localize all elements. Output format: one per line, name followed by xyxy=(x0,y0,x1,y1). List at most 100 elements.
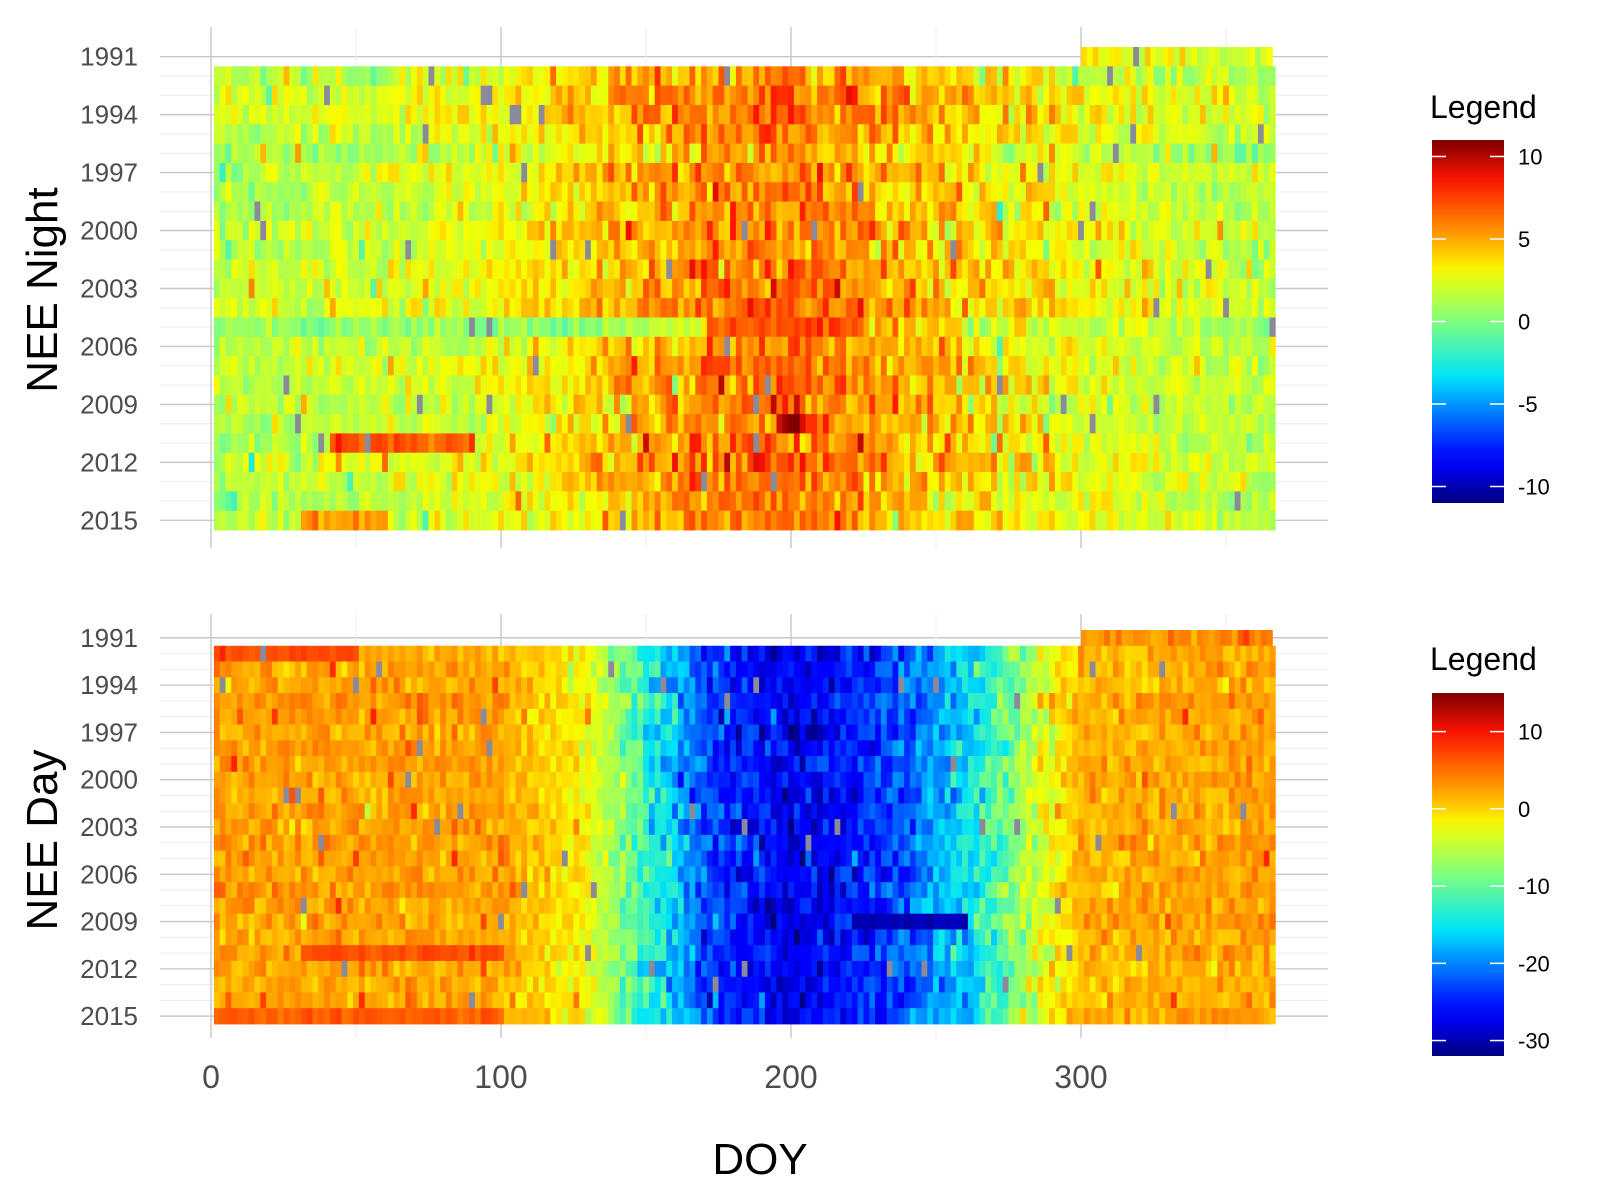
heat-cell xyxy=(527,433,534,454)
heat-cell xyxy=(1153,162,1160,183)
heat-cell xyxy=(324,414,331,434)
heat-cell xyxy=(213,510,221,531)
heat-cell xyxy=(991,220,998,241)
heat-cell xyxy=(231,677,238,694)
heat-cell xyxy=(271,124,279,144)
heat-cell xyxy=(979,85,986,106)
heat-cell xyxy=(1020,124,1027,144)
heat-cell xyxy=(358,336,366,357)
heat-cell xyxy=(660,510,667,531)
heat-cell xyxy=(295,645,302,662)
heat-cell xyxy=(701,472,708,492)
heat-cell xyxy=(776,394,783,415)
heat-cell xyxy=(1252,510,1259,531)
heat-cell xyxy=(295,356,302,376)
heat-cell xyxy=(1020,162,1027,183)
heat-cell xyxy=(509,143,516,164)
heat-cell xyxy=(666,220,673,241)
heat-cell xyxy=(451,414,458,434)
heat-cell xyxy=(619,201,627,222)
heat-cell xyxy=(1002,452,1009,473)
heat-cell xyxy=(509,356,516,376)
heat-cell xyxy=(527,510,534,531)
heat-cell xyxy=(637,85,644,106)
heat-cell xyxy=(219,66,226,87)
heat-cell xyxy=(672,394,679,415)
heat-cell xyxy=(996,298,1004,318)
heat-cell xyxy=(521,394,528,415)
heat-cell xyxy=(399,182,406,202)
heat-cell xyxy=(677,510,685,531)
heat-cell xyxy=(1237,630,1244,647)
heat-cell xyxy=(938,259,946,280)
heat-cell xyxy=(306,104,313,125)
heat-cell xyxy=(1118,143,1125,164)
heat-cell xyxy=(776,298,783,318)
heat-cell xyxy=(370,336,377,357)
heat-cell xyxy=(521,472,528,492)
heat-cell xyxy=(643,66,650,87)
heat-cell xyxy=(596,85,603,106)
heat-cell xyxy=(1257,278,1265,299)
heat-cell xyxy=(915,278,922,299)
heat-cell xyxy=(933,661,940,678)
heat-cell xyxy=(579,182,586,202)
heat-cell xyxy=(596,278,603,299)
heat-cell xyxy=(770,394,777,415)
heat-cell xyxy=(1008,317,1015,338)
heat-cell xyxy=(677,375,685,396)
heat-cell xyxy=(985,220,992,241)
heat-cell xyxy=(759,240,766,260)
heat-cell xyxy=(631,278,638,299)
heat-cell xyxy=(1043,414,1050,434)
heat-cell xyxy=(1141,124,1149,144)
heat-cell xyxy=(382,452,389,473)
heat-cell xyxy=(295,452,302,473)
heat-cell xyxy=(1153,66,1160,87)
heat-cell xyxy=(1107,124,1114,144)
heat-cell xyxy=(933,182,940,202)
heat-cell xyxy=(1136,491,1143,512)
heat-cell xyxy=(1141,85,1149,106)
heat-cell xyxy=(1223,510,1230,531)
heat-cell xyxy=(1147,124,1154,144)
heat-cell xyxy=(509,414,516,434)
heat-cell xyxy=(764,85,772,106)
heat-cell xyxy=(822,124,830,144)
heat-cell xyxy=(248,66,255,87)
heat-cell xyxy=(1252,356,1259,376)
heat-cell xyxy=(822,510,830,531)
heat-cell xyxy=(550,66,557,87)
heat-cell xyxy=(602,375,609,396)
heat-cell xyxy=(991,317,998,338)
heat-cell xyxy=(672,510,679,531)
heat-cell xyxy=(770,510,777,531)
heat-cell xyxy=(834,201,841,222)
heat-cell xyxy=(428,433,435,454)
heat-cell xyxy=(1072,472,1079,492)
heat-cell xyxy=(1072,162,1079,183)
heat-cell xyxy=(1060,472,1067,492)
heat-cell xyxy=(399,433,406,454)
heat-cell xyxy=(295,240,302,260)
heat-cell xyxy=(712,433,719,454)
heat-cell xyxy=(1257,298,1265,318)
heat-cell xyxy=(747,452,754,473)
heat-cell xyxy=(1130,394,1137,415)
heat-cell xyxy=(788,85,795,106)
heat-cell xyxy=(347,162,354,183)
heat-cell xyxy=(793,472,801,492)
heat-cell xyxy=(1037,143,1044,164)
heat-cell xyxy=(985,143,992,164)
heat-cell xyxy=(1031,375,1038,396)
heat-cell xyxy=(851,375,859,396)
heat-cell xyxy=(706,182,714,202)
heat-cell xyxy=(1060,104,1067,125)
heat-cell xyxy=(886,645,893,662)
heat-cell xyxy=(341,66,348,87)
heat-cell xyxy=(880,394,888,415)
heat-cell xyxy=(271,336,279,357)
heat-cell xyxy=(944,510,951,531)
heat-cell xyxy=(1182,66,1189,87)
heat-cell xyxy=(851,356,859,376)
